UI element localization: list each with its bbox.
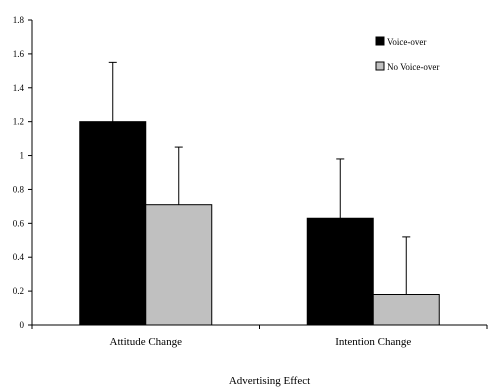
x-axis-title: Advertising Effect <box>229 375 310 387</box>
legend-label-0: Voice-over <box>387 37 426 47</box>
y-tick-label: 0.8 <box>13 184 25 194</box>
y-tick-label: 1.8 <box>13 15 25 25</box>
category-label: Intention Change <box>335 336 411 348</box>
y-tick-label: 0.2 <box>13 286 24 296</box>
legend-label-1: No Voice-over <box>387 62 439 72</box>
bars <box>79 121 440 326</box>
bar-1-1 <box>372 294 440 326</box>
y-tick-label: 0.6 <box>13 218 25 228</box>
y-tick-label: 0 <box>20 320 25 330</box>
bar-0-1 <box>145 204 213 326</box>
bar-1-0 <box>306 217 374 326</box>
category-label: Attitude Change <box>110 336 183 348</box>
legend-swatch-0 <box>375 36 385 46</box>
bar-0-0 <box>79 121 147 326</box>
legend: Voice-over No Voice-over <box>375 36 439 72</box>
y-tick-label: 1.6 <box>13 49 25 59</box>
y-tick-label: 1.4 <box>13 83 25 93</box>
y-axis: 0 0.2 0.4 0.6 0.8 1 1.2 1.4 1.6 1.8 <box>13 15 33 330</box>
error-bars <box>108 61 411 295</box>
y-tick-label: 1.2 <box>13 117 24 127</box>
x-axis: Attitude Change Intention Change <box>31 324 488 348</box>
y-tick-label: 1 <box>20 151 25 161</box>
legend-swatch-1 <box>375 61 385 71</box>
y-tick-label: 0.4 <box>13 252 25 262</box>
